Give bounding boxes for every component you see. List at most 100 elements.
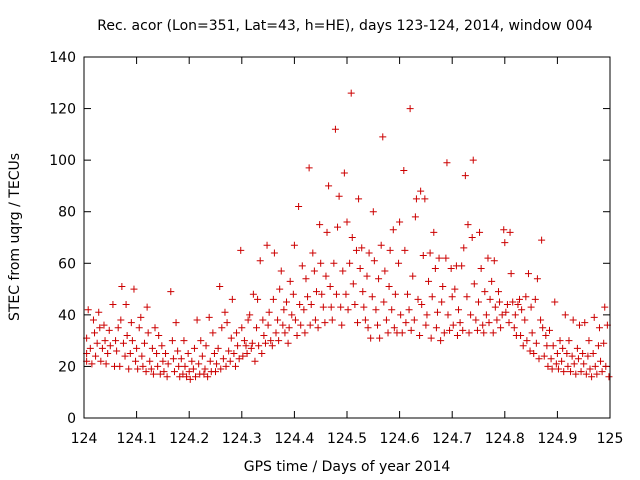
data-point [510,324,518,332]
data-point [218,324,226,332]
data-point [369,208,377,216]
data-point [88,360,96,368]
data-point [433,308,441,316]
data-point [233,329,241,337]
data-point [548,365,556,373]
data-point [351,301,359,309]
data-point [175,362,183,370]
data-point [179,370,187,378]
data-point [509,298,517,306]
data-point [427,334,435,342]
data-point [453,331,461,339]
data-point [322,272,330,280]
data-point [238,324,246,332]
data-point [439,282,447,290]
data-point [195,360,203,368]
data-point [579,350,587,358]
data-point [542,331,550,339]
data-point [172,319,180,327]
data-point [543,342,551,350]
data-point [190,344,198,352]
data-point [240,337,248,345]
data-point [374,321,382,329]
data-point [573,344,581,352]
data-point [559,344,567,352]
data-point [458,262,466,270]
data-point [551,298,559,306]
data-point [301,329,309,337]
data-point [104,350,112,358]
data-point [355,195,363,203]
data-point [589,350,597,358]
y-tick-label: 120 [49,102,76,118]
data-point [352,246,360,254]
data-point [531,295,539,303]
data-point [127,319,135,327]
data-point [564,362,572,370]
data-point [204,373,212,381]
data-point [318,290,326,298]
data-point [130,285,138,293]
data-point [463,293,471,301]
data-point [563,350,571,358]
data-point [481,288,489,296]
data-point [385,282,393,290]
data-point [180,337,188,345]
data-point [532,339,540,347]
data-point [267,337,275,345]
data-point [506,228,514,236]
data-point [540,352,548,360]
data-point [498,311,506,319]
data-point [138,352,146,360]
data-point [284,339,292,347]
data-point [368,293,376,301]
data-point [600,339,608,347]
data-point [490,257,498,265]
data-point [423,311,431,319]
data-point [227,334,235,342]
data-point [491,303,499,311]
data-point [516,295,524,303]
data-point [406,105,414,113]
data-point [397,311,405,319]
data-point [503,301,511,309]
data-point [84,306,92,314]
x-tick-label: 124.4 [274,431,314,447]
data-point [346,259,354,267]
data-point [456,319,464,327]
data-point [489,329,497,337]
data-point [302,275,310,283]
data-point [335,192,343,200]
data-point [300,306,308,314]
data-point [410,316,418,324]
x-tick-label: 124.3 [222,431,262,447]
data-point [591,362,599,370]
data-point [193,316,201,324]
data-point [398,329,406,337]
data-point [519,342,527,350]
data-point [338,321,346,329]
x-tick-label: 124.2 [169,431,209,447]
data-point [239,352,247,360]
data-point [244,316,252,324]
data-point [258,350,266,358]
data-point [248,339,256,347]
data-point [382,316,390,324]
data-point [97,357,105,365]
data-point [277,267,285,275]
data-point [605,373,613,381]
data-point [263,241,271,249]
data-point [356,264,364,272]
data-point [91,329,99,337]
data-point [151,324,159,332]
data-point [102,360,110,368]
data-point [588,373,596,381]
data-point [363,272,371,280]
x-tick-label: 124.9 [537,431,577,447]
data-point [197,337,205,345]
data-point [358,244,366,252]
data-point [400,166,408,174]
data-point [307,301,315,309]
data-point [533,275,541,283]
data-point [580,360,588,368]
